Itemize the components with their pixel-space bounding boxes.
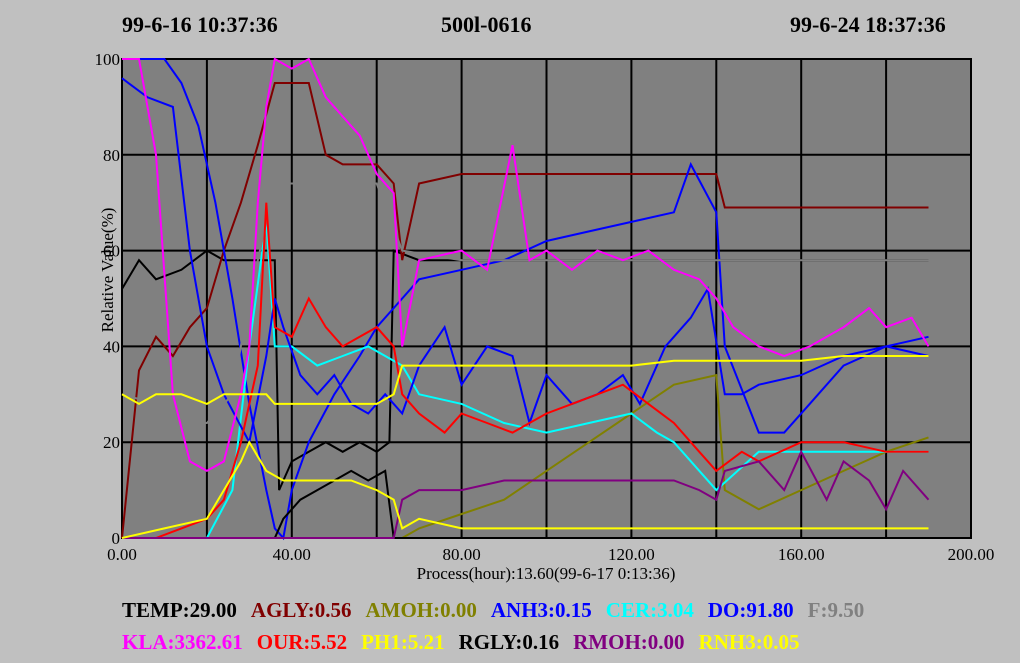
x-tick-label: 200.00 [948,545,995,564]
x-tick-label: 120.00 [608,545,655,564]
y-tick-label: 0 [112,529,121,548]
x-tick-label: 80.00 [442,545,480,564]
legend-entry-anh3: ANH3:0.15 [490,598,592,622]
series-line-ph1 [121,355,929,406]
series-line-rnh3 [121,440,929,539]
series-line-kla [122,57,930,473]
series-line-rmoh [122,449,930,539]
batch-id: 500l-0616 [441,12,532,37]
y-axis-label: Relative Value(%) [98,208,117,333]
legend-row-2: KLA:3362.61 OUR:5.52 PH1:5.21 RGLY:0.16 RMOH… [122,630,813,655]
start-time: 99-6-16 10:37:36 [122,12,278,37]
legend-entry-rnh3: RNH3:0.05 [698,630,800,654]
legend-entry-kla: KLA:3362.61 [122,630,243,654]
series-line-f [121,182,929,424]
legend-entry-amoh: AMOH:0.00 [365,598,477,622]
legend-entry-temp: TEMP:29.00 [122,598,237,622]
y-tick-label: 80 [103,146,120,165]
legend-entry-agly: AGLY:0.56 [250,598,352,622]
legend-entry-cer: CER:3.04 [605,598,694,622]
trend-chart: 0.00 40.00 80.00 120.00 160.00 200.00 0 20 40 60 8… [95,50,995,583]
legend-entry-rmoh: RMOH:0.00 [573,630,685,654]
y-tick-label: 20 [103,433,120,452]
legend-entry-rgly: RGLY:0.16 [458,630,560,654]
y-tick-label: 40 [103,337,120,356]
x-tick-label: 40.00 [273,545,311,564]
legend-entry-f: F:9.50 [807,598,865,622]
y-tick-label: 60 [103,242,120,261]
legend-entry-do: DO:91.80 [707,598,794,622]
series-line-our [122,202,929,539]
legend-entry-our: OUR:5.52 [256,630,348,654]
legend-entry-ph1: PH1:5.21 [361,630,445,654]
y-tick-label: 100 [95,50,121,69]
series-lines [121,57,930,541]
series-line-do [121,77,929,446]
end-time: 99-6-24 18:37:36 [790,12,946,37]
x-tick-label: 160.00 [778,545,825,564]
x-axis-label: Process(hour):13.60(99-6-17 0:13:36) [417,564,676,583]
series-line-anh3 [122,58,929,541]
x-tick-label: 0.00 [107,545,137,564]
legend-row-1: TEMP:29.00 AGLY:0.56 AMOH:0.00 ANH3:0.15 CER… [122,598,878,623]
axis-ticks: 0.00 40.00 80.00 120.00 160.00 200.00 0 20 40 60 8… [95,50,995,564]
